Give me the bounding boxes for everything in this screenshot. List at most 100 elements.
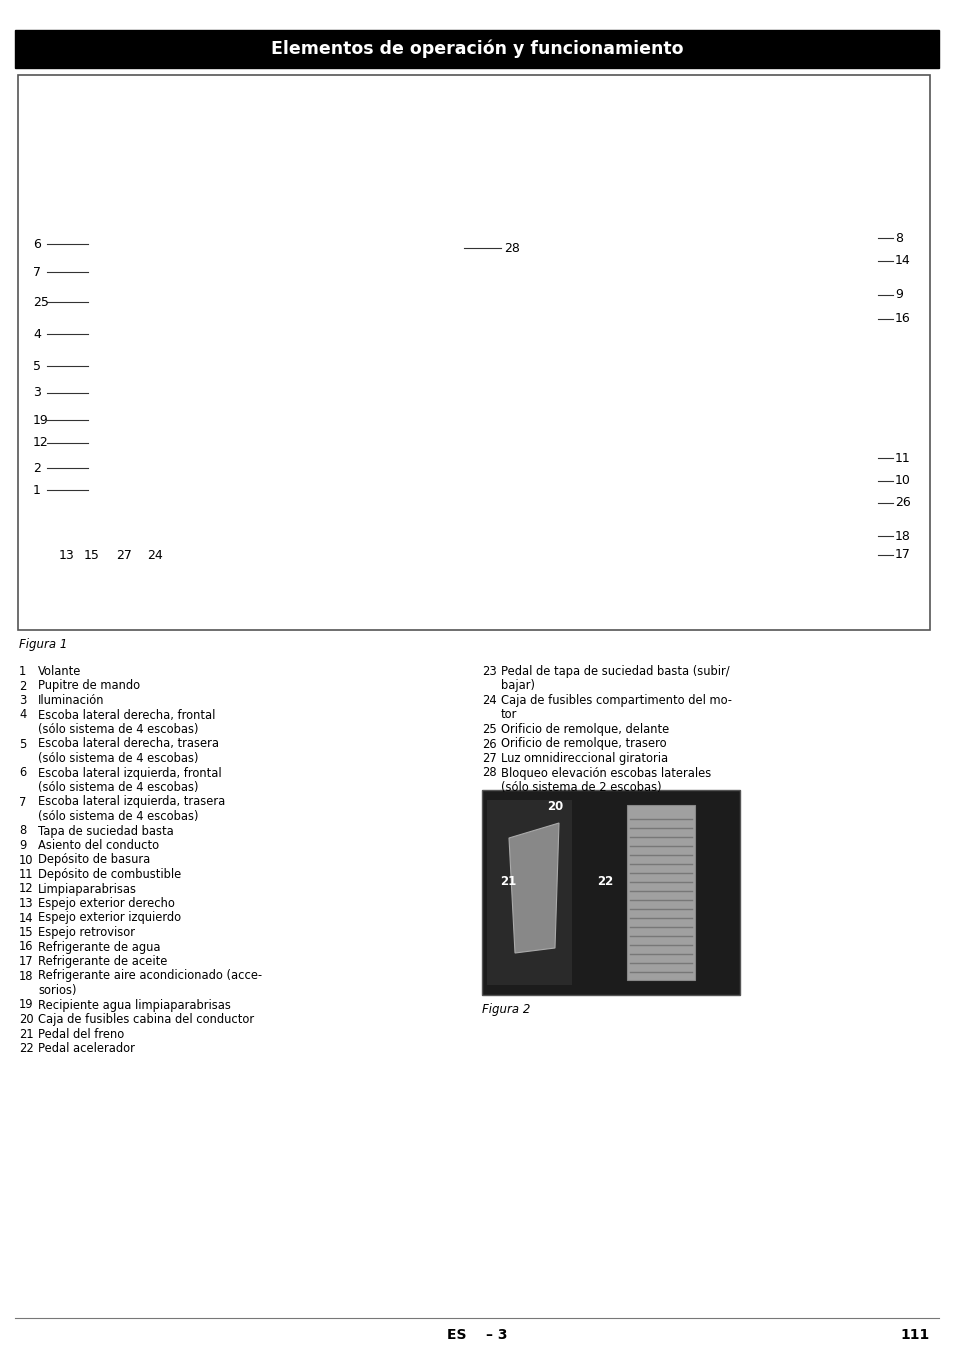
Text: 2: 2	[19, 679, 27, 693]
Text: 3: 3	[19, 694, 27, 707]
Text: Asiento del conducto: Asiento del conducto	[38, 838, 159, 852]
Text: 6: 6	[19, 767, 27, 779]
Text: 10: 10	[19, 853, 33, 867]
Text: 5: 5	[33, 359, 41, 373]
Text: 28: 28	[481, 767, 497, 779]
Text: tor: tor	[500, 709, 517, 721]
Polygon shape	[509, 824, 558, 953]
Text: Figura 2: Figura 2	[481, 1003, 530, 1017]
Text: 27: 27	[116, 549, 132, 562]
Text: (sólo sistema de 4 escobas): (sólo sistema de 4 escobas)	[38, 782, 198, 794]
Text: bajar): bajar)	[500, 679, 535, 693]
Text: 7: 7	[19, 795, 27, 809]
Text: 2: 2	[33, 462, 41, 474]
Text: 4: 4	[33, 328, 41, 340]
Text: Tapa de suciedad basta: Tapa de suciedad basta	[38, 825, 173, 837]
Text: Pupitre de mando: Pupitre de mando	[38, 679, 140, 693]
Bar	[626, 805, 695, 980]
Text: Recipiente agua limpiaparabrisas: Recipiente agua limpiaparabrisas	[38, 999, 231, 1011]
Text: 17: 17	[19, 954, 33, 968]
Text: 21: 21	[499, 875, 516, 888]
Text: 22: 22	[597, 875, 613, 888]
Text: 8: 8	[894, 231, 902, 244]
Text: 6: 6	[33, 238, 41, 251]
Text: Escoba lateral izquierda, frontal: Escoba lateral izquierda, frontal	[38, 767, 221, 779]
Text: Refrigerante de agua: Refrigerante de agua	[38, 941, 160, 953]
Text: 15: 15	[19, 926, 33, 940]
Text: 14: 14	[19, 911, 33, 925]
Text: Depósito de combustible: Depósito de combustible	[38, 868, 181, 882]
Text: (sólo sistema de 4 escobas): (sólo sistema de 4 escobas)	[38, 724, 198, 736]
Text: 26: 26	[481, 737, 497, 751]
Text: 15: 15	[84, 549, 100, 562]
Text: 111: 111	[900, 1328, 929, 1342]
Text: Escoba lateral derecha, trasera: Escoba lateral derecha, trasera	[38, 737, 219, 751]
Text: Orificio de remolque, delante: Orificio de remolque, delante	[500, 724, 669, 736]
Bar	[15, 30, 938, 68]
Text: Caja de fusibles cabina del conductor: Caja de fusibles cabina del conductor	[38, 1012, 253, 1026]
Text: 12: 12	[33, 436, 49, 450]
Text: 1: 1	[33, 483, 41, 497]
Text: Bloqueo elevación escobas laterales: Bloqueo elevación escobas laterales	[500, 767, 711, 779]
Text: 23: 23	[481, 666, 497, 678]
Text: Espejo exterior derecho: Espejo exterior derecho	[38, 896, 174, 910]
Text: Refrigerante de aceite: Refrigerante de aceite	[38, 954, 167, 968]
Text: 27: 27	[481, 752, 497, 765]
Text: 16: 16	[894, 312, 910, 325]
Text: 13: 13	[59, 549, 74, 562]
Text: (sólo sistema de 2 escobas): (sólo sistema de 2 escobas)	[500, 782, 661, 794]
Text: 13: 13	[19, 896, 33, 910]
Text: 9: 9	[894, 289, 902, 301]
Text: 10: 10	[894, 474, 910, 487]
Text: 5: 5	[19, 737, 27, 751]
Text: 19: 19	[33, 413, 49, 427]
Text: 3: 3	[33, 386, 41, 400]
Text: 24: 24	[481, 694, 497, 707]
Text: Figura 1: Figura 1	[19, 639, 68, 651]
Text: (sólo sistema de 4 escobas): (sólo sistema de 4 escobas)	[38, 752, 198, 765]
Bar	[481, 790, 740, 995]
Text: 21: 21	[19, 1027, 33, 1041]
Text: Luz omnidireccional giratoria: Luz omnidireccional giratoria	[500, 752, 667, 765]
Text: Espejo exterior izquierdo: Espejo exterior izquierdo	[38, 911, 181, 925]
Text: Limpiaparabrisas: Limpiaparabrisas	[38, 883, 137, 895]
Text: 1: 1	[19, 666, 27, 678]
Text: Volante: Volante	[38, 666, 81, 678]
Text: 16: 16	[19, 941, 33, 953]
Text: Espejo retrovisor: Espejo retrovisor	[38, 926, 135, 940]
Text: 8: 8	[19, 825, 27, 837]
Text: sorios): sorios)	[38, 984, 76, 998]
Text: (sólo sistema de 4 escobas): (sólo sistema de 4 escobas)	[38, 810, 198, 824]
Bar	[486, 801, 572, 986]
Text: 25: 25	[481, 724, 497, 736]
Text: Iluminación: Iluminación	[38, 694, 105, 707]
Text: 4: 4	[19, 709, 27, 721]
Text: 28: 28	[503, 242, 519, 255]
Text: Elementos de operación y funcionamiento: Elementos de operación y funcionamiento	[271, 39, 682, 58]
Text: 7: 7	[33, 266, 41, 278]
Text: Pedal de tapa de suciedad basta (subir/: Pedal de tapa de suciedad basta (subir/	[500, 666, 729, 678]
Text: 20: 20	[19, 1012, 33, 1026]
Text: 19: 19	[19, 999, 33, 1011]
Text: 17: 17	[894, 548, 910, 562]
Text: Depósito de basura: Depósito de basura	[38, 853, 150, 867]
Text: 11: 11	[19, 868, 33, 882]
Text: Refrigerante aire acondicionado (acce-: Refrigerante aire acondicionado (acce-	[38, 969, 262, 983]
Text: Pedal acelerador: Pedal acelerador	[38, 1042, 134, 1054]
Text: 18: 18	[894, 529, 910, 543]
Text: Orificio de remolque, trasero: Orificio de remolque, trasero	[500, 737, 666, 751]
Text: 11: 11	[894, 451, 910, 464]
Text: Escoba lateral derecha, frontal: Escoba lateral derecha, frontal	[38, 709, 215, 721]
Text: 22: 22	[19, 1042, 33, 1054]
Text: Pedal del freno: Pedal del freno	[38, 1027, 124, 1041]
Text: 12: 12	[19, 883, 33, 895]
Text: 14: 14	[894, 255, 910, 267]
Text: Escoba lateral izquierda, trasera: Escoba lateral izquierda, trasera	[38, 795, 225, 809]
Text: 25: 25	[33, 296, 49, 309]
Text: 18: 18	[19, 969, 33, 983]
Bar	[18, 76, 929, 630]
Text: 9: 9	[19, 838, 27, 852]
Text: 20: 20	[546, 801, 562, 813]
Text: ES    – 3: ES – 3	[446, 1328, 507, 1342]
Text: 26: 26	[894, 497, 910, 509]
